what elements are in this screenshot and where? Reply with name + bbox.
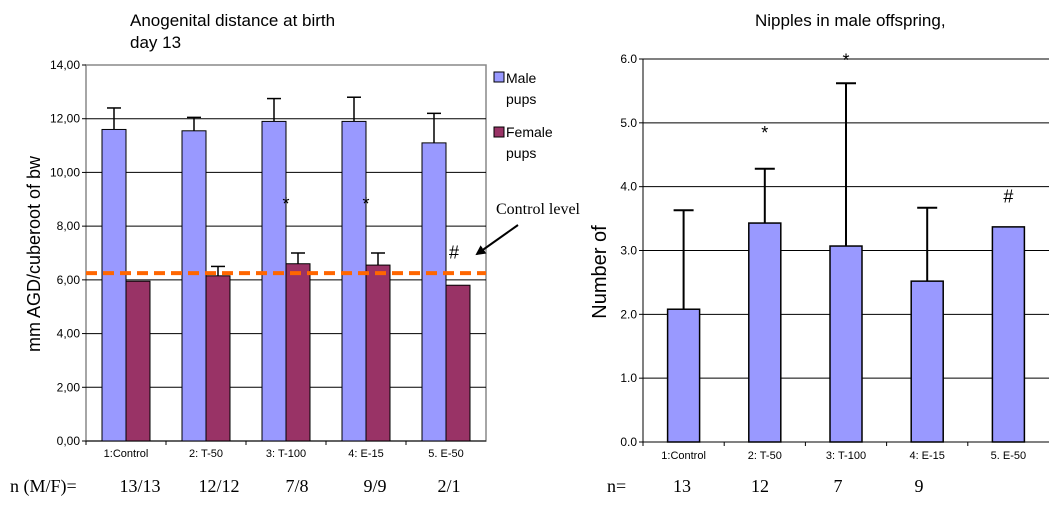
agd-n-values: 13/13 12/12 7/8 9/9 2/1 — [119, 476, 460, 496]
nipples-y-tick-label: 1.0 — [620, 371, 637, 385]
agd-y-tick-label: 10,00 — [50, 165, 80, 179]
nipples-bar — [748, 222, 782, 443]
agd-n-value: 2/1 — [437, 476, 460, 496]
agd-x-tick-label: 1:Control — [104, 448, 149, 460]
agd-bar — [285, 263, 311, 442]
legend-swatch-female — [493, 126, 505, 138]
nipples-bar — [666, 308, 701, 443]
nipples-significance-marker: * — [842, 51, 849, 71]
agd-significance-markers: * * # — [282, 194, 459, 262]
nipples-n-value: 7 — [834, 476, 843, 496]
agd-bars — [101, 96, 471, 442]
agd-y-tick-label: 6,00 — [57, 273, 81, 287]
agd-y-tick-label: 8,00 — [57, 219, 81, 233]
agd-y-tick-label: 4,00 — [57, 327, 81, 341]
agd-n-value: 7/8 — [285, 476, 308, 496]
agd-x-tick-labels: 1:Control 2: T-50 3: T-100 4: E-15 5. E-50 — [85, 441, 464, 460]
legend-label-male-line-1: Male — [506, 70, 537, 86]
agd-n-value: 9/9 — [363, 476, 386, 496]
nipples-x-tick-label: 3: T-100 — [826, 450, 866, 462]
nipples-n-value: 9 — [915, 476, 924, 496]
agd-bar — [205, 275, 231, 442]
nipples-x-tick-label: 5. E-50 — [991, 450, 1026, 462]
agd-n-label: n (M/F)= — [10, 476, 77, 497]
agd-y-tick-label: 12,00 — [50, 112, 80, 126]
nipples-x-tick-labels: 1:Control 2: T-50 3: T-100 4: E-15 5. E-50 — [642, 442, 1026, 462]
agd-bar — [445, 284, 471, 442]
nipples-y-tick-label: 2.0 — [620, 307, 637, 321]
nipples-chart: Nipples in male offspring, Number of 0.0… — [589, 11, 1049, 496]
agd-bar — [181, 130, 207, 442]
agd-x-tick-label: 4: E-15 — [348, 448, 383, 460]
agd-significance-marker: # — [449, 242, 459, 262]
nipples-x-tick-label: 4: E-15 — [909, 450, 944, 462]
nipples-bar — [910, 280, 944, 443]
agd-legend: Male pups Female pups — [493, 70, 553, 161]
legend-label-female-line-2: pups — [506, 145, 536, 161]
agd-n-value: 12/12 — [198, 476, 239, 496]
nipples-y-tick-label: 3.0 — [620, 244, 637, 258]
nipples-n-value: 13 — [673, 476, 691, 496]
agd-significance-marker: * — [282, 194, 289, 214]
agd-y-tick-labels: 0,00 2,00 4,00 6,00 8,00 10,00 12,00 14,00 — [50, 58, 80, 448]
agd-n-value: 13/13 — [119, 476, 160, 496]
agd-bar — [421, 142, 447, 442]
agd-chart: Anogenital distance at birth day 13 mm A… — [10, 11, 581, 497]
nipples-n-values: 13 12 7 9 — [673, 476, 924, 496]
agd-y-tick-label: 2,00 — [57, 380, 81, 394]
agd-x-tick-label: 2: T-50 — [189, 448, 223, 460]
control-level-label: Control level — [496, 201, 581, 218]
legend-label-female-line-1: Female — [506, 124, 553, 140]
agd-bar — [125, 280, 151, 442]
nipples-bar — [991, 226, 1026, 443]
agd-bar — [365, 264, 391, 442]
nipples-chart-title: Nipples in male offspring, — [755, 11, 946, 30]
nipples-significance-markers: * * # — [761, 51, 1013, 207]
agd-x-tick-label: 3: T-100 — [266, 448, 306, 460]
agd-y-tick-label: 0,00 — [57, 434, 81, 448]
nipples-n-label: n= — [607, 476, 626, 496]
nipples-y-tick-label: 4.0 — [620, 180, 637, 194]
agd-chart-title-line-1: Anogenital distance at birth — [130, 11, 335, 30]
agd-y-tick-label: 14,00 — [50, 58, 80, 72]
nipples-y-tick-label: 0.0 — [620, 435, 637, 449]
nipples-bar — [829, 245, 863, 443]
nipples-significance-marker: # — [1003, 187, 1013, 207]
nipples-y-axis-label: Number of — [589, 225, 611, 319]
nipples-x-tick-label: 1:Control — [661, 450, 706, 462]
agd-bar — [341, 120, 367, 442]
agd-y-axis-label: mm AGD/cuberoot of bw — [24, 155, 44, 352]
nipples-significance-marker: * — [761, 123, 768, 143]
nipples-y-tick-label: 5.0 — [620, 116, 637, 130]
legend-label-male-line-2: pups — [506, 91, 536, 107]
nipples-x-tick-label: 2: T-50 — [748, 450, 782, 462]
nipples-y-tick-labels: 0.0 1.0 2.0 3.0 4.0 5.0 6.0 — [620, 52, 637, 449]
agd-significance-marker: * — [362, 194, 369, 214]
legend-swatch-male — [493, 71, 505, 83]
nipples-n-value: 12 — [751, 476, 769, 496]
agd-bar — [101, 128, 127, 442]
agd-bar — [261, 120, 287, 442]
nipples-y-tick-label: 6.0 — [620, 52, 637, 66]
agd-chart-title-line-2: day 13 — [130, 33, 181, 52]
control-level-arrow — [475, 224, 519, 256]
agd-x-tick-label: 5. E-50 — [428, 448, 463, 460]
nipples-bars — [666, 82, 1026, 443]
